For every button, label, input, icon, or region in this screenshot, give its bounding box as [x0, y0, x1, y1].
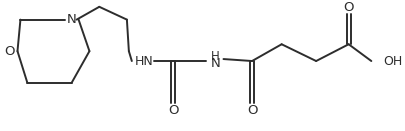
Text: O: O: [4, 45, 15, 58]
Text: N: N: [67, 13, 77, 26]
Text: OH: OH: [382, 54, 401, 67]
Text: HN: HN: [134, 54, 153, 67]
Text: O: O: [343, 1, 353, 14]
Text: O: O: [246, 104, 257, 117]
Text: H: H: [211, 50, 220, 63]
Text: O: O: [168, 104, 178, 117]
Text: N: N: [210, 58, 220, 70]
